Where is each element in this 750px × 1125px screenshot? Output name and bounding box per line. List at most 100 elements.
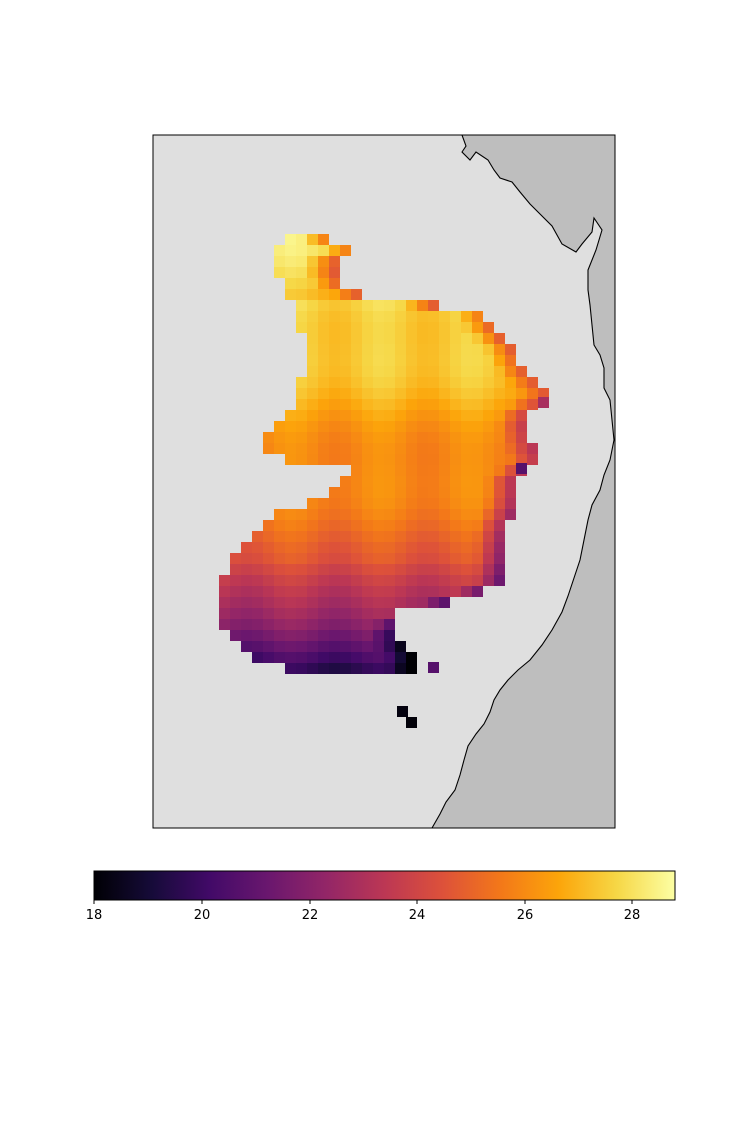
grid-cell <box>285 564 296 575</box>
grid-cell <box>384 652 395 663</box>
grid-cell <box>307 454 318 465</box>
grid-cell <box>428 531 439 542</box>
grid-cell <box>362 421 373 432</box>
grid-cell <box>373 399 384 410</box>
grid-cell <box>252 553 263 564</box>
grid-cell <box>340 476 351 487</box>
grid-cell <box>483 344 494 355</box>
grid-cell <box>351 344 362 355</box>
grid-cell <box>340 300 351 311</box>
grid-cell <box>362 377 373 388</box>
grid-cell <box>417 498 428 509</box>
grid-cell <box>384 641 395 652</box>
grid-cell <box>362 652 373 663</box>
grid-cell <box>351 630 362 641</box>
grid-cell <box>417 509 428 520</box>
grid-cell <box>494 366 505 377</box>
grid-cell <box>340 586 351 597</box>
grid-cell <box>362 476 373 487</box>
grid-cell <box>230 553 241 564</box>
grid-cell <box>384 619 395 630</box>
grid-cell <box>494 498 505 509</box>
grid-cell <box>450 322 461 333</box>
grid-cell <box>373 641 384 652</box>
grid-cell <box>417 443 428 454</box>
grid-cell <box>505 377 516 388</box>
grid-cell <box>263 597 274 608</box>
grid-cell <box>274 586 285 597</box>
grid-cell <box>340 245 351 256</box>
grid-cell <box>527 377 538 388</box>
grid-cell <box>417 465 428 476</box>
grid-cell <box>241 641 252 652</box>
grid-cell <box>329 366 340 377</box>
grid-cell <box>461 509 472 520</box>
colorbar-tick-label: 22 <box>301 908 319 923</box>
grid-cell <box>428 476 439 487</box>
grid-cell <box>472 498 483 509</box>
grid-cell <box>351 333 362 344</box>
grid-cell <box>307 531 318 542</box>
grid-cell <box>329 278 340 289</box>
grid-cell <box>329 399 340 410</box>
grid-cell <box>483 542 494 553</box>
grid-cell <box>373 608 384 619</box>
grid-cell <box>483 454 494 465</box>
grid-cell <box>362 663 373 674</box>
grid-cell <box>406 476 417 487</box>
grid-cell <box>274 575 285 586</box>
grid-cell <box>373 421 384 432</box>
grid-cell <box>329 289 340 300</box>
grid-cell <box>329 520 340 531</box>
grid-cell <box>285 256 296 267</box>
grid-cell <box>351 652 362 663</box>
grid-cell <box>472 465 483 476</box>
grid-cell <box>373 498 384 509</box>
grid-cell <box>428 300 439 311</box>
grid-cell <box>241 575 252 586</box>
grid-cell <box>428 311 439 322</box>
grid-cell <box>285 630 296 641</box>
grid-cell <box>296 377 307 388</box>
grid-cell <box>362 465 373 476</box>
grid-cell <box>384 300 395 311</box>
grid-cell <box>384 542 395 553</box>
grid-cell <box>351 641 362 652</box>
grid-cell <box>439 531 450 542</box>
grid-cell <box>296 575 307 586</box>
grid-cell <box>428 662 439 673</box>
grid-cell <box>351 311 362 322</box>
grid-cell <box>252 542 263 553</box>
grid-cell <box>384 377 395 388</box>
grid-cell <box>285 619 296 630</box>
grid-cell <box>450 564 461 575</box>
grid-cell <box>395 454 406 465</box>
grid-cell <box>483 498 494 509</box>
grid-cell <box>406 531 417 542</box>
grid-cell <box>285 520 296 531</box>
grid-cell <box>307 619 318 630</box>
grid-cell <box>307 663 318 674</box>
grid-cell <box>340 564 351 575</box>
grid-cell <box>472 399 483 410</box>
grid-cell <box>274 245 285 256</box>
grid-cell <box>461 564 472 575</box>
grid-cell <box>219 608 230 619</box>
grid-cell <box>318 553 329 564</box>
grid-cell <box>395 366 406 377</box>
grid-cell <box>351 476 362 487</box>
grid-cell <box>329 630 340 641</box>
grid-cell <box>516 443 527 454</box>
grid-cell <box>450 553 461 564</box>
grid-cell <box>406 388 417 399</box>
grid-cell <box>307 498 318 509</box>
grid-cell <box>483 377 494 388</box>
grid-cell <box>274 652 285 663</box>
grid-cell <box>296 278 307 289</box>
grid-cell <box>472 586 483 597</box>
grid-cell <box>483 476 494 487</box>
grid-cell <box>494 575 505 586</box>
grid-cell <box>428 399 439 410</box>
grid-cell <box>329 454 340 465</box>
grid-cell <box>351 531 362 542</box>
